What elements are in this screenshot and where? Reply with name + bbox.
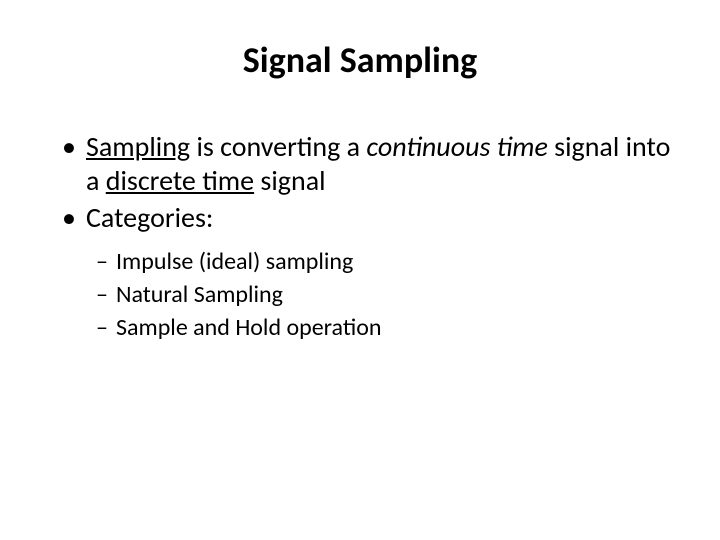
bullet-categories: Categories: (58, 201, 672, 235)
bullet-definition: Sampling is converting a continuous time… (58, 130, 672, 197)
term-continuous-time: continuous time (366, 129, 547, 164)
sub-item-impulse: Impulse (ideal) sampling (92, 247, 672, 277)
slide-title: Signal Sampling (48, 38, 672, 82)
sub-item-sample-hold: Sample and Hold operation (92, 313, 672, 343)
def-text-1: is converting a (190, 129, 366, 164)
term-discrete-time: discrete time (106, 163, 254, 198)
def-text-3: signal (254, 163, 325, 198)
sub-item-natural: Natural Sampling (92, 280, 672, 310)
term-sampling: Sampling (86, 129, 190, 164)
